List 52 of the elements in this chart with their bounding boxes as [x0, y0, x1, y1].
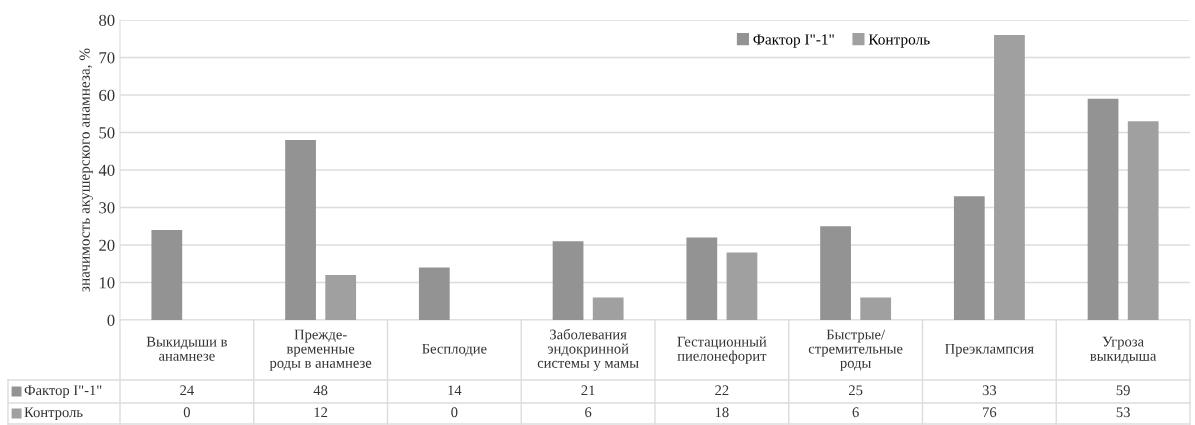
data-label: 6 — [585, 407, 592, 418]
data-label: 6 — [852, 407, 859, 418]
bar — [552, 241, 584, 320]
bar — [1127, 121, 1159, 320]
data-label: 22 — [715, 385, 729, 396]
bar — [686, 237, 718, 320]
data-label: 76 — [983, 407, 997, 418]
y-tick-label: 0 — [107, 314, 115, 326]
data-label: 48 — [313, 385, 328, 396]
data-label: 24 — [180, 385, 194, 396]
bar — [325, 275, 357, 320]
data-label: 0 — [451, 407, 458, 418]
data-label: 21 — [581, 385, 595, 396]
data-label: 53 — [1116, 407, 1130, 418]
x-tick-label: Угроза выкидыша — [1090, 336, 1157, 364]
x-tick-label: Бесплодие — [422, 343, 487, 357]
data-label: 18 — [715, 407, 729, 418]
x-tick-label: Выкидыши в анамнезе — [146, 336, 227, 361]
data-label: 12 — [314, 407, 328, 418]
bar — [726, 252, 758, 320]
text: Фактор I"-1" — [24, 385, 102, 399]
data-label: 59 — [1116, 385, 1130, 396]
bar — [418, 267, 450, 320]
y-tick-label: 40 — [98, 164, 115, 176]
data-label: 14 — [448, 385, 462, 396]
y-tick-label: 10 — [99, 277, 115, 289]
x-tick-label: Преждe- временные роды в анамнезе — [269, 329, 372, 371]
legend-label: Контроль — [868, 34, 930, 48]
y-tick-label: 60 — [99, 89, 115, 101]
bar — [953, 196, 985, 320]
legend-label: Фактор I"-1" — [753, 34, 834, 48]
y-tick-label: 80 — [99, 14, 115, 26]
x-tick-label: Гестационный пиелонефорит — [677, 336, 767, 364]
bar — [860, 297, 892, 320]
bar — [285, 140, 316, 320]
y-axis-title: значимость акушерского анамнеза, % — [79, 48, 93, 292]
y-tick-label: 70 — [99, 52, 115, 64]
bar — [994, 35, 1025, 320]
data-label: 25 — [848, 385, 863, 396]
x-tick-label: Заболевания эндокринной системы у мамы — [537, 328, 639, 371]
bar — [592, 297, 624, 320]
y-tick-label: 20 — [99, 239, 115, 251]
bar — [151, 230, 183, 320]
x-tick-label: Преэклампсия — [945, 343, 1034, 357]
data-label: 0 — [183, 407, 190, 418]
data-label: 33 — [982, 385, 997, 396]
x-tick-label: Быстрые/ стремительные роды — [808, 329, 903, 371]
y-tick-label: 50 — [99, 127, 115, 139]
y-tick-label: 30 — [99, 202, 115, 214]
bar — [1087, 98, 1119, 320]
bar — [820, 226, 851, 320]
text: Контроль — [24, 407, 83, 421]
